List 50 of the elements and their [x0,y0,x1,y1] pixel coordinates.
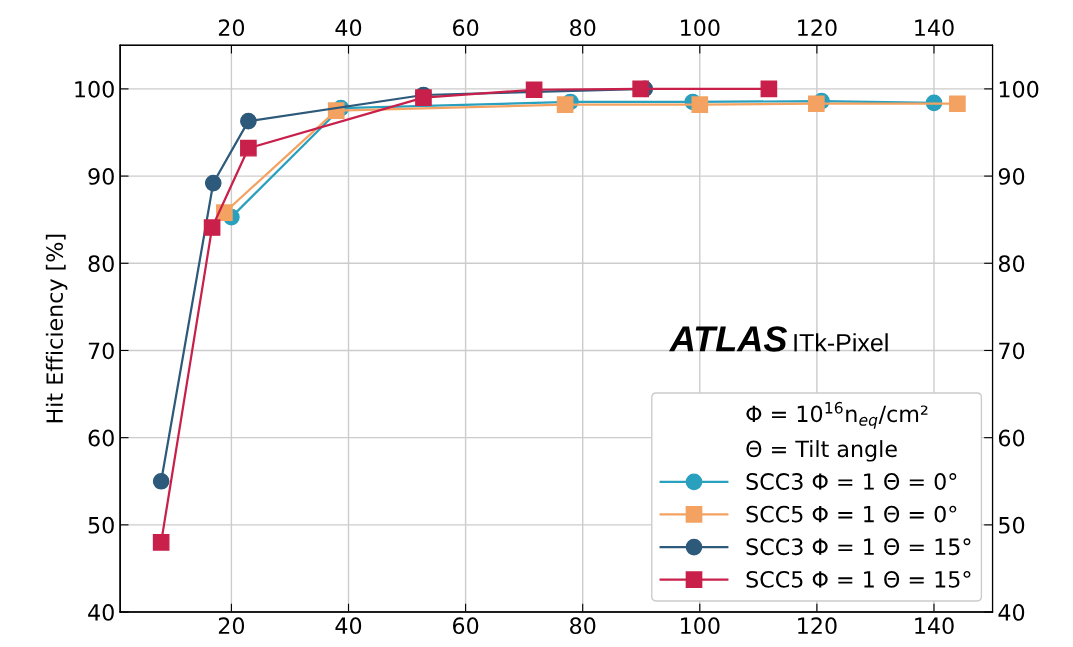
point [949,95,966,113]
x-tick-label: 40 [335,617,362,635]
y-tick-label: 100 [75,80,114,98]
point [152,533,170,551]
point [203,219,221,236]
legend-label: SCC5 Φ = 1 Θ = 15° [746,570,971,588]
y2-tick-label: 70 [999,342,1025,360]
y-tick-label: 60 [88,429,114,447]
point [760,80,778,98]
x-tick-label: 80 [570,617,596,635]
x-tick-label: 60 [453,617,479,635]
y-tick-label: 70 [88,342,114,360]
annotation: Θ = Tilt angle [746,440,897,462]
point [240,139,257,157]
x2-tick-label: 80 [570,19,596,37]
y-tick-label: 80 [88,255,114,273]
y-axis-title: Hit Efficiency [%] [45,234,68,423]
y2-tick-label: 80 [998,255,1025,273]
point [204,174,222,192]
y2-tick-label: 100 [999,80,1039,98]
y2-tick-label: 40 [998,604,1025,621]
annotation: ATLAS [669,326,788,352]
x2-tick-label: 100 [681,19,720,37]
legend-label: SCC3 Φ = 1 Θ = 0° [746,473,957,490]
y-tick-label: 40 [88,604,114,621]
y2-tick-label: 60 [998,429,1025,447]
point [240,112,257,130]
y2-tick-label: 90 [998,168,1025,185]
x2-tick-label: 120 [798,19,837,37]
point [691,96,709,113]
x-tick-label: 100 [681,617,720,635]
x-tick-label: 120 [798,617,837,635]
point [525,81,543,99]
x2-tick-label: 20 [218,19,245,37]
x-tick-label: 140 [915,617,954,635]
y-tick-label: 50 [88,516,114,534]
point [556,96,574,113]
point [152,472,170,490]
x2-tick-label: 60 [453,19,479,37]
point [632,80,649,98]
x-tick-label: 20 [218,617,245,635]
point [807,95,825,113]
x2-tick-label: 140 [915,19,954,37]
annotation: ITk-Pixel [794,333,888,352]
legend-label: SCC3 Φ = 1 Θ = 15° [746,538,971,556]
annotation: Φ = 10$^{16}$n$_{eq}$/cm² [746,401,928,429]
legend-label: SCC5 Φ = 1 Θ = 0° [746,505,957,523]
y-tick-label: 90 [88,168,114,185]
x2-tick-label: 40 [335,19,362,37]
y2-tick-label: 50 [999,516,1025,534]
